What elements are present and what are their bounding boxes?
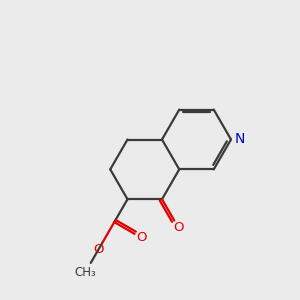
Text: O: O [173, 221, 184, 234]
Text: N: N [235, 132, 245, 146]
Text: O: O [136, 231, 147, 244]
Text: CH₃: CH₃ [75, 266, 96, 278]
Text: O: O [94, 243, 104, 256]
